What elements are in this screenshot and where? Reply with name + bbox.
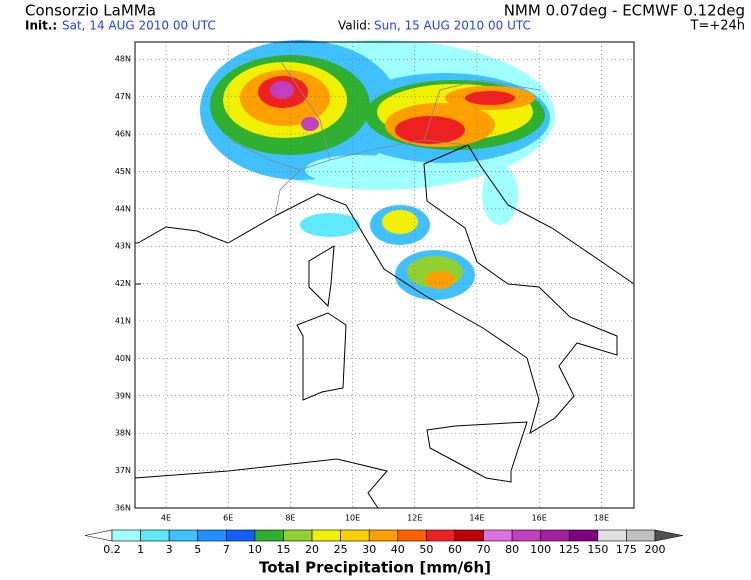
lat-label: 40N — [115, 354, 131, 363]
colorbar-box — [597, 529, 627, 542]
lat-label: 42N — [115, 279, 131, 288]
colorbar-label: 3 — [166, 543, 173, 556]
init-label: Init.: — [25, 19, 57, 33]
colorbar-label: 80 — [505, 543, 519, 556]
colorbar-box — [626, 529, 656, 542]
colorbar-label: 0.2 — [103, 543, 121, 556]
map-frame — [134, 41, 635, 509]
lon-label: 12E — [407, 514, 422, 523]
coastlines — [134, 59, 635, 509]
valid-time: Sun, 15 AUG 2010 00 UTC — [374, 19, 531, 33]
lon-label: 18E — [594, 514, 609, 523]
lon-label: 6E — [223, 514, 233, 523]
init-time: Sat, 14 AUG 2010 00 UTC — [62, 19, 216, 33]
colorbar-label: 70 — [477, 543, 491, 556]
colorbar-label: 125 — [559, 543, 580, 556]
precip-field — [200, 40, 555, 300]
lat-label: 48N — [115, 55, 131, 64]
colorbar-box — [311, 529, 341, 542]
colorbar-box — [254, 529, 284, 542]
colorbar-label: 40 — [391, 543, 405, 556]
lat-label: 37N — [115, 466, 131, 475]
colorbar-label: 7 — [223, 543, 230, 556]
lon-label: 4E — [161, 514, 171, 523]
colorbar-box — [197, 529, 227, 542]
colorbar-high — [654, 529, 684, 542]
lon-label: 10E — [345, 514, 360, 523]
colorbar-box — [340, 529, 370, 542]
colorbar-box — [426, 529, 456, 542]
colorbar-box — [111, 529, 141, 542]
lat-label: 43N — [115, 242, 131, 251]
colorbar-label: 15 — [276, 543, 290, 556]
colorbar-label: 20 — [305, 543, 319, 556]
colorbar-box — [454, 529, 484, 542]
colorbar-box — [568, 529, 599, 542]
lead-time: T=+24h — [689, 19, 745, 34]
source: Consorzio LaMMa — [25, 2, 156, 20]
colorbar-box — [397, 529, 427, 542]
colorbar-label: 100 — [530, 543, 551, 556]
lat-label: 46N — [115, 130, 131, 139]
lat-label: 36N — [115, 504, 131, 513]
colorbar-box — [168, 529, 199, 542]
colorbar-box — [540, 529, 570, 542]
colorbar-box — [140, 529, 170, 542]
colorbar-title: Total Precipitation [mm/6h] — [259, 559, 491, 577]
colorbar-box — [226, 529, 256, 542]
lon-label: 8E — [285, 514, 295, 523]
colorbar-label: 25 — [334, 543, 348, 556]
lat-label: 47N — [115, 92, 131, 101]
colorbar-label: 150 — [587, 543, 608, 556]
colorbar-label: 1 — [137, 543, 144, 556]
colorbar-low — [84, 529, 113, 542]
colorbar: 0.2 1 3 5 7 10 15 20 25 30 40 50 60 70 80 100 125 150 175 2… — [84, 529, 684, 556]
colorbar-label: 50 — [419, 543, 433, 556]
colorbar-box — [368, 529, 399, 542]
colorbar-label: 60 — [448, 543, 462, 556]
colorbar-label: 30 — [362, 543, 376, 556]
lat-label: 45N — [115, 167, 131, 176]
graticule: 36N 37N 38N 39N 40N 41N 42N 43N 44N 45N 46N 47N 48N 4… — [115, 42, 634, 523]
colorbar-box — [511, 529, 541, 542]
colorbar-box — [283, 529, 313, 542]
lon-label: 14E — [469, 514, 484, 523]
colorbar-label: 200 — [645, 543, 666, 556]
model: NMM 0.07deg - ECMWF 0.12deg — [504, 2, 745, 20]
colorbar-box — [483, 529, 513, 542]
lon-label: 16E — [532, 514, 547, 523]
lat-label: 44N — [115, 204, 131, 213]
lat-label: 41N — [115, 317, 131, 326]
valid-label: Valid: — [338, 19, 371, 33]
lat-label: 39N — [115, 391, 131, 400]
lat-label: 38N — [115, 429, 131, 438]
colorbar-label: 5 — [194, 543, 201, 556]
colorbar-label: 175 — [616, 543, 637, 556]
colorbar-label: 10 — [248, 543, 262, 556]
